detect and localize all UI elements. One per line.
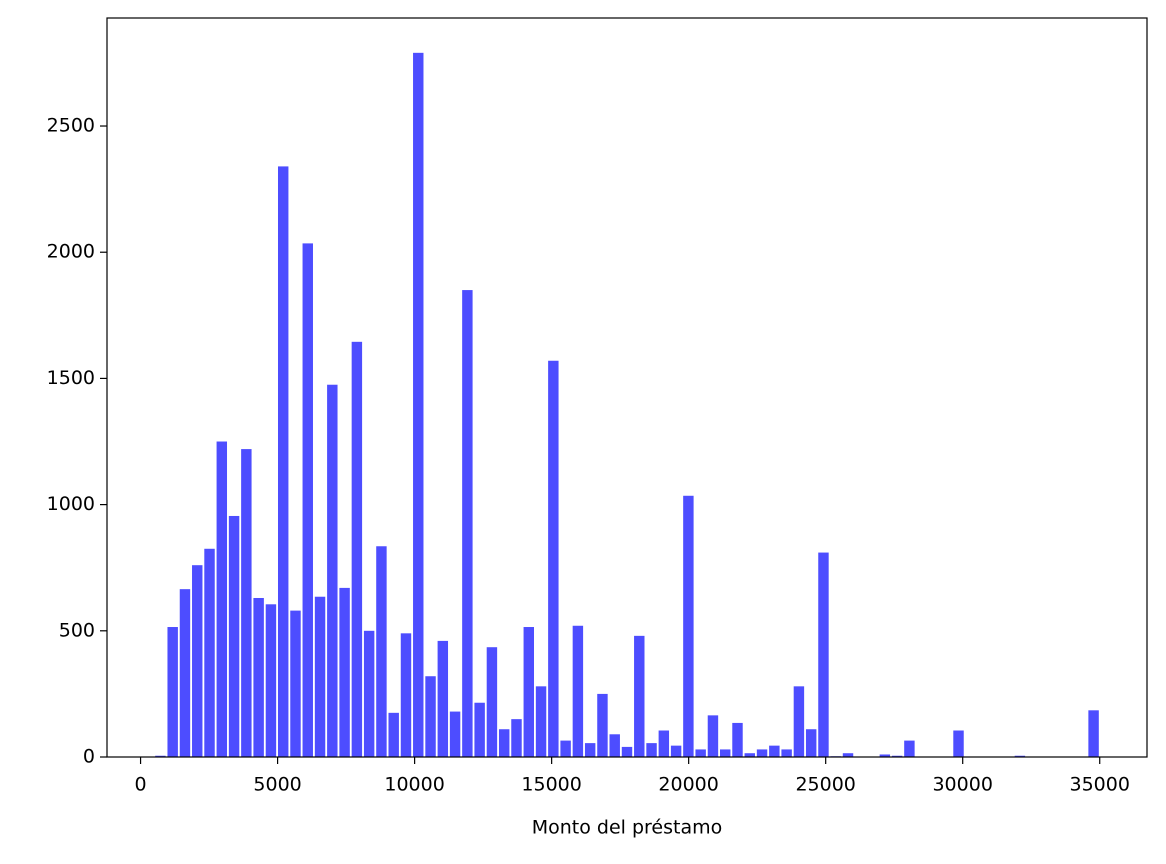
bar <box>265 604 277 757</box>
bar <box>891 755 903 757</box>
bar <box>462 290 473 757</box>
bar <box>646 743 657 757</box>
bar <box>769 745 780 757</box>
bar <box>400 633 412 757</box>
bar <box>486 647 498 757</box>
bar <box>683 495 694 757</box>
bar <box>953 730 964 757</box>
bar <box>1088 710 1099 757</box>
bar <box>277 166 289 757</box>
bar <box>351 341 363 757</box>
bar <box>388 712 399 757</box>
bar <box>560 740 571 757</box>
bar <box>756 749 768 757</box>
bar <box>793 686 805 757</box>
bar <box>805 729 817 757</box>
bar <box>744 753 755 757</box>
bar <box>1014 755 1026 757</box>
bar <box>634 635 645 757</box>
bar <box>511 719 522 757</box>
bar <box>879 754 891 757</box>
bar <box>670 745 682 757</box>
bar <box>192 565 203 757</box>
x-tick-label: 30000 <box>932 774 992 796</box>
bar <box>695 749 706 757</box>
bar <box>904 740 915 757</box>
x-tick-label: 35000 <box>1070 774 1130 796</box>
bar <box>179 589 191 757</box>
bar <box>818 552 829 757</box>
x-tick-label: 5000 <box>253 774 301 796</box>
bar <box>363 630 375 757</box>
bar <box>658 730 670 757</box>
y-tick-label: 0 <box>83 746 95 768</box>
bar <box>314 596 326 757</box>
x-axis-label: Monto del préstamo <box>532 817 723 839</box>
bar <box>216 441 228 757</box>
bar <box>719 749 731 757</box>
bar <box>609 734 620 757</box>
bar <box>498 729 510 757</box>
bar <box>339 587 350 757</box>
bar <box>241 449 252 757</box>
bar <box>449 711 461 757</box>
x-tick-label: 0 <box>135 774 147 796</box>
bar <box>253 597 264 757</box>
y-tick-label: 2000 <box>47 241 95 263</box>
bar <box>707 715 719 757</box>
bar <box>732 722 743 757</box>
bar <box>523 627 535 757</box>
bar <box>302 243 313 758</box>
bar <box>413 52 424 758</box>
x-tick-label: 10000 <box>384 774 444 796</box>
bar <box>204 548 215 757</box>
bar <box>228 515 240 757</box>
bar <box>474 702 485 757</box>
y-tick-label: 1500 <box>47 367 95 389</box>
bar <box>167 627 178 757</box>
bar <box>535 686 547 757</box>
bar <box>621 746 633 757</box>
bar <box>155 755 166 757</box>
plot-frame <box>106 17 1148 758</box>
y-tick-label: 2500 <box>47 115 95 137</box>
bar <box>597 693 608 757</box>
bar <box>548 360 559 757</box>
y-tick-label: 500 <box>59 619 95 641</box>
bar <box>437 640 449 757</box>
y-tick-label: 1000 <box>47 493 95 515</box>
bar <box>290 610 301 757</box>
bar <box>842 753 854 757</box>
x-tick-label: 15000 <box>521 774 581 796</box>
bar <box>327 384 338 757</box>
x-tick-label: 25000 <box>795 774 855 796</box>
bar <box>584 743 596 757</box>
x-tick-label: 20000 <box>658 774 718 796</box>
bar <box>425 676 436 757</box>
bar <box>376 546 387 757</box>
bar <box>572 625 584 757</box>
bar <box>781 749 792 757</box>
